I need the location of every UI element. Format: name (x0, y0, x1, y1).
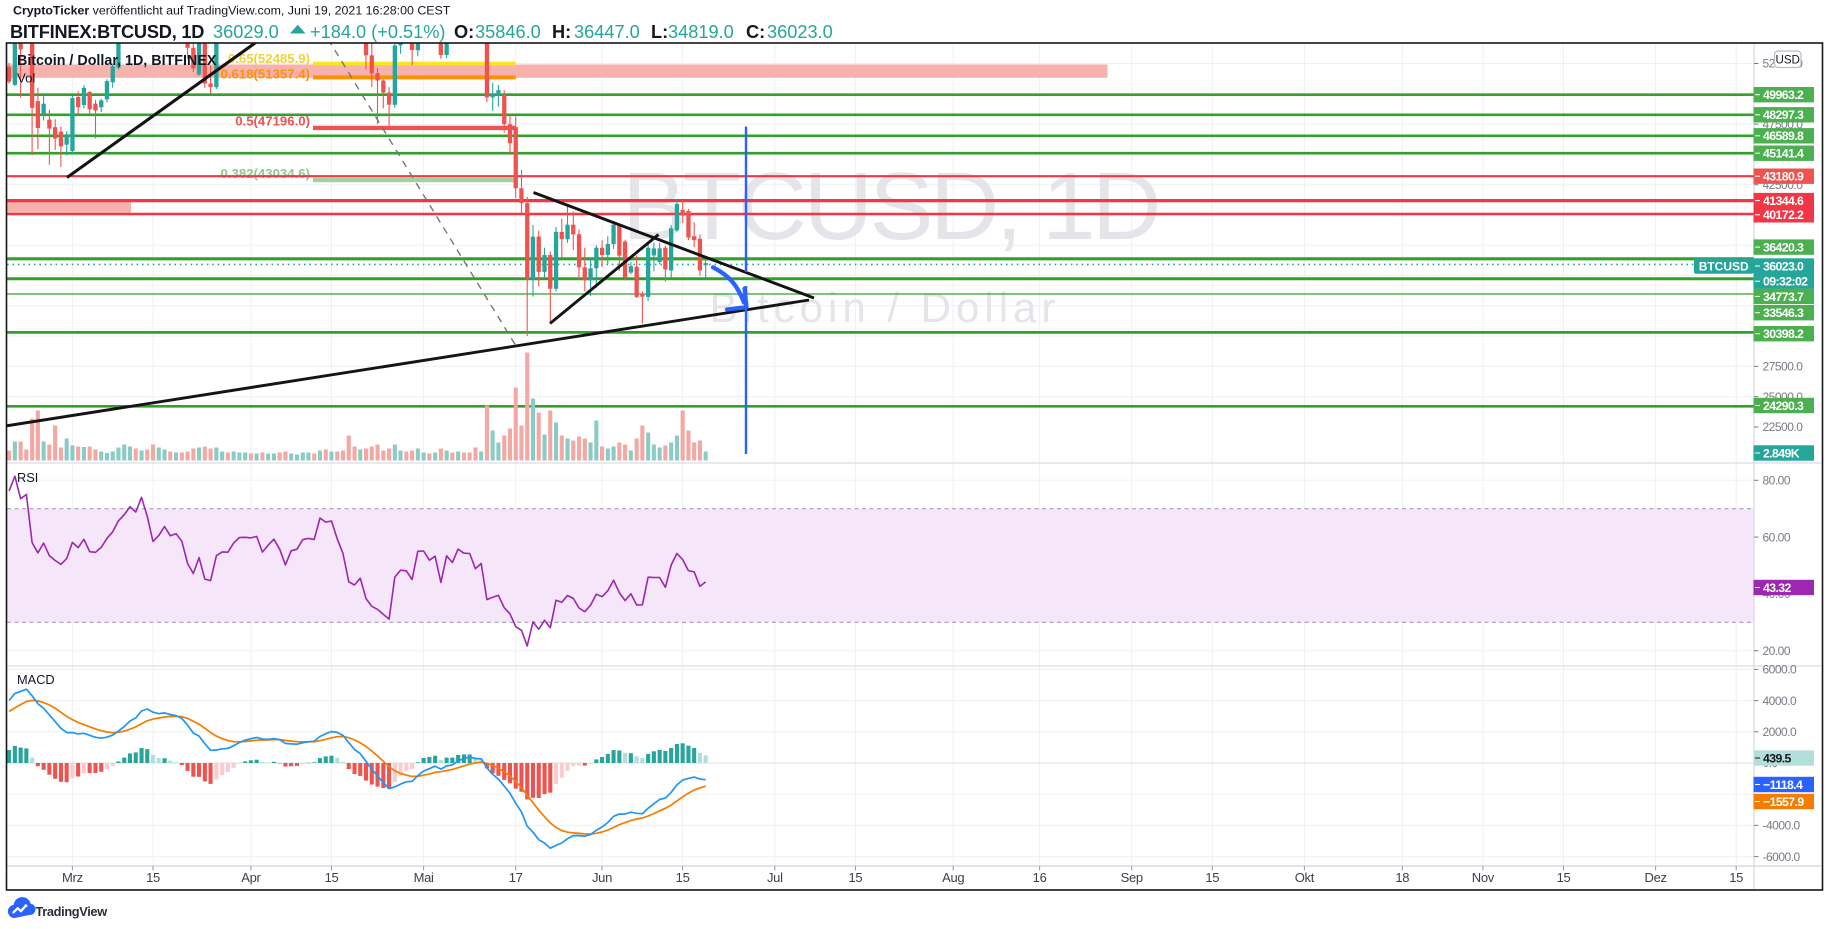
svg-text:Nov: Nov (1472, 870, 1495, 885)
svg-text:Aug: Aug (942, 870, 964, 885)
svg-text:Okt: Okt (1295, 870, 1315, 885)
svg-text:36023.0: 36023.0 (1763, 259, 1804, 273)
svg-text:C:: C: (746, 22, 765, 42)
svg-text:15: 15 (848, 870, 862, 885)
svg-text:30398.2: 30398.2 (1763, 327, 1804, 341)
svg-text:36447.0: 36447.0 (574, 22, 640, 42)
svg-text:−1118.4: −1118.4 (1763, 778, 1803, 792)
svg-text:24290.3: 24290.3 (1763, 399, 1804, 413)
svg-text:41344.6: 41344.6 (1763, 194, 1804, 208)
svg-text:33546.3: 33546.3 (1763, 306, 1804, 320)
svg-text:17: 17 (509, 870, 523, 885)
svg-text:−1557.9: −1557.9 (1763, 795, 1804, 809)
svg-text:Dez: Dez (1644, 870, 1666, 885)
svg-text:15: 15 (1729, 870, 1743, 885)
svg-text:34773.7: 34773.7 (1763, 290, 1804, 304)
svg-text:15: 15 (325, 870, 339, 885)
svg-text:48297.3: 48297.3 (1763, 108, 1804, 122)
svg-text:0.65(52485.9): 0.65(52485.9) (228, 51, 310, 66)
svg-text:4000.0: 4000.0 (1763, 694, 1798, 708)
svg-text:34819.0: 34819.0 (668, 22, 734, 42)
svg-text:439.5: 439.5 (1763, 751, 1792, 765)
svg-text:RSI: RSI (17, 470, 38, 485)
svg-text:20.00: 20.00 (1763, 644, 1791, 658)
svg-text:2.849K: 2.849K (1763, 446, 1800, 460)
svg-text:15: 15 (146, 870, 160, 885)
svg-text:2000.0: 2000.0 (1763, 725, 1798, 739)
svg-text:L:: L: (651, 22, 668, 42)
svg-text:36023.0: 36023.0 (767, 22, 833, 42)
svg-text:H:: H: (552, 22, 571, 42)
svg-text:0.618(51357.4): 0.618(51357.4) (221, 67, 310, 82)
svg-text:Vol: Vol (17, 71, 35, 86)
svg-text:0.382(43034.6): 0.382(43034.6) (221, 166, 310, 181)
svg-text:15: 15 (1557, 870, 1571, 885)
svg-text:45141.4: 45141.4 (1763, 147, 1804, 161)
svg-text:Sep: Sep (1121, 870, 1143, 885)
svg-text:36029.0: 36029.0 (213, 22, 279, 42)
svg-text:09:32:02: 09:32:02 (1763, 275, 1808, 289)
svg-text:22500.0: 22500.0 (1763, 420, 1804, 434)
svg-text:Bitcoin / Dollar, 1D, BITFINEX: Bitcoin / Dollar, 1D, BITFINEX (17, 53, 217, 69)
svg-text:43.32: 43.32 (1763, 581, 1792, 595)
svg-text:Apr: Apr (241, 870, 261, 885)
svg-text:49963.2: 49963.2 (1763, 88, 1804, 102)
svg-text:-4000.0: -4000.0 (1763, 819, 1801, 833)
svg-text:BTCUSD, 1D: BTCUSD, 1D (622, 153, 1158, 260)
svg-text:MACD: MACD (17, 672, 55, 687)
svg-text:Mai: Mai (414, 870, 434, 885)
svg-text:46589.8: 46589.8 (1763, 129, 1804, 143)
svg-text:15: 15 (676, 870, 690, 885)
svg-text:+184.0 (+0.51%): +184.0 (+0.51%) (310, 22, 446, 42)
svg-text:16: 16 (1033, 870, 1047, 885)
svg-text:18: 18 (1395, 870, 1409, 885)
svg-text:-6000.0: -6000.0 (1763, 850, 1801, 864)
svg-text:27500.0: 27500.0 (1763, 360, 1804, 374)
svg-text:36420.3: 36420.3 (1763, 241, 1804, 255)
svg-text:35846.0: 35846.0 (475, 22, 541, 42)
svg-text:Jul: Jul (767, 870, 783, 885)
svg-text:6000.0: 6000.0 (1763, 663, 1798, 677)
svg-text:15: 15 (1205, 870, 1219, 885)
svg-text:BTCUSD: BTCUSD (1699, 260, 1749, 274)
svg-text:80.00: 80.00 (1763, 474, 1791, 488)
svg-text:0.5(47196.0): 0.5(47196.0) (235, 114, 310, 129)
svg-text:40172.2: 40172.2 (1763, 208, 1804, 222)
svg-text:43180.9: 43180.9 (1763, 170, 1804, 184)
svg-text:CryptoTicker veröffentlicht au: CryptoTicker veröffentlicht auf TradingV… (13, 4, 451, 18)
svg-text:Jun: Jun (592, 870, 612, 885)
svg-text:USD: USD (1775, 54, 1799, 67)
svg-text:TradingView: TradingView (36, 904, 108, 919)
svg-text:60.00: 60.00 (1763, 530, 1791, 544)
svg-text:O:: O: (454, 22, 474, 42)
svg-text:Mrz: Mrz (62, 870, 83, 885)
svg-text:BITFINEX:BTCUSD, 1D: BITFINEX:BTCUSD, 1D (10, 22, 204, 42)
